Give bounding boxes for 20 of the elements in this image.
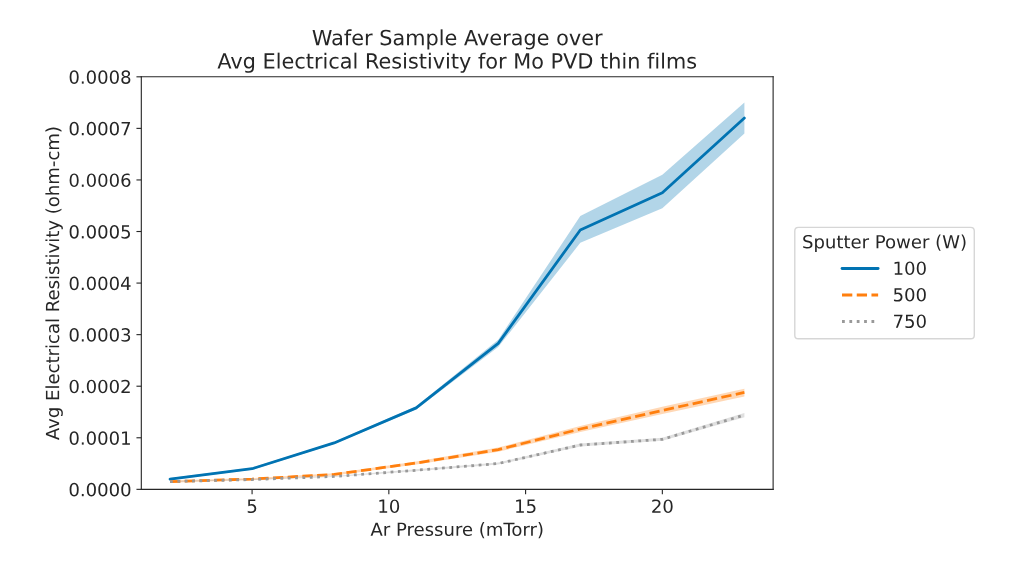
x-tick-label: 20 — [652, 499, 673, 514]
legend-title: Sputter Power (W) — [803, 234, 966, 253]
y-tick-label: 0.0005 — [69, 224, 131, 239]
y-tick-label: 0.0001 — [69, 431, 130, 445]
legend-label: 100 — [894, 261, 926, 276]
x-axis-title: Ar Pressure (mTorr) — [370, 522, 543, 539]
y-tick-label: 0.0004 — [69, 276, 131, 291]
x-tick-label: 15 — [516, 499, 536, 514]
y-tick-label: 0.0002 — [69, 379, 130, 394]
y-tick-label: 0.0007 — [69, 121, 131, 136]
x-tick-label: 10 — [379, 499, 400, 514]
chart-title: Wafer Sample Average over Avg Electrical Resistivity for Mo PVD thin films — [217, 29, 697, 73]
x-tick-label: 5 — [247, 499, 257, 514]
legend-label: 500 — [893, 287, 926, 302]
y-tick-label: 0.0008 — [69, 70, 131, 84]
y-tick-label: 0.0006 — [69, 173, 131, 188]
y-axis-title: Avg Electrical Resistivity (ohm-cm) — [45, 127, 63, 440]
y-tick-label: 0.0000 — [69, 482, 131, 497]
y-tick-label: 0.0003 — [69, 328, 131, 342]
legend-label: 750 — [894, 314, 926, 329]
